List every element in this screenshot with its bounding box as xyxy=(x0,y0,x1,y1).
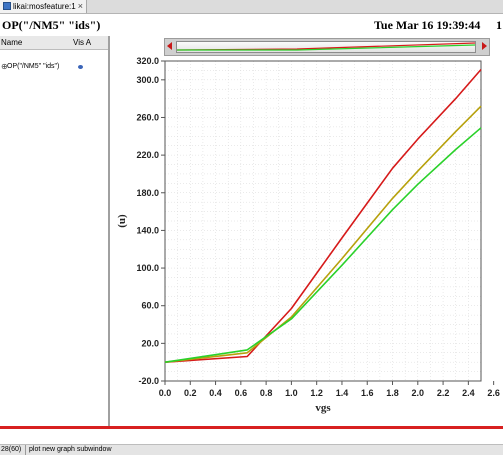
expand-icon[interactable]: ⊕ xyxy=(1,62,8,71)
x-tick-label: 0.0 xyxy=(159,388,172,398)
status-bar: 28(60) plot new graph subwindow xyxy=(0,444,503,455)
trace-list-panel: Name Vis A ⊕ OP("/NM5" "ids") xyxy=(0,36,110,426)
graph-header: OP("/NM5" "ids") Tue Mar 16 19:39:44 1 xyxy=(0,14,503,36)
series-line xyxy=(164,68,482,363)
series-line xyxy=(164,127,482,363)
axes xyxy=(161,60,495,385)
scroll-left-arrow-icon[interactable] xyxy=(167,42,172,50)
column-header-visibility[interactable]: Vis A xyxy=(73,38,92,47)
series-line xyxy=(164,105,482,363)
status-message: plot new graph subwindow xyxy=(29,446,112,453)
close-icon[interactable]: × xyxy=(77,1,83,11)
x-tick-label: 1.2 xyxy=(310,388,323,398)
y-tick-label: 20.0 xyxy=(141,338,159,348)
overview-trace-preview xyxy=(177,42,475,51)
y-tick-label: 60.0 xyxy=(141,301,159,311)
scroll-right-arrow-icon[interactable] xyxy=(482,42,487,50)
x-tick-label: 2.4 xyxy=(462,388,475,398)
y-axis-title: (u) xyxy=(116,214,128,228)
plot-frame xyxy=(164,60,482,382)
zoom-thumb[interactable] xyxy=(176,41,476,53)
series-layer xyxy=(164,68,482,363)
x-tick-label: 1.4 xyxy=(336,388,349,398)
x-tick-label: 0.4 xyxy=(209,388,222,398)
plot-title: OP("/NM5" "ids") xyxy=(2,18,101,32)
x-axis-title: vgs xyxy=(315,402,331,414)
timestamp: Tue Mar 16 19:39:44 xyxy=(374,18,481,32)
trace-label: OP("/NM5" "ids") xyxy=(7,63,60,70)
trace-row[interactable]: ⊕ OP("/NM5" "ids") xyxy=(0,61,108,73)
y-tick-label: 220.0 xyxy=(136,150,159,160)
x-tick-label: 1.6 xyxy=(361,388,374,398)
tab-bar: likai:mosfeature:1 × xyxy=(0,0,503,14)
x-tick-label: 2.6 xyxy=(487,388,500,398)
x-tick-label: 0.2 xyxy=(184,388,197,398)
status-counter: 28(60) xyxy=(1,446,22,453)
tick-labels: -20.0 20.0 60.0 100.0 140.0 180.0 220.0 260.0 30… xyxy=(116,56,500,414)
x-tick-label: 0.6 xyxy=(235,388,248,398)
visibility-eye-icon[interactable] xyxy=(78,65,83,69)
tab-likai-mosfeature[interactable]: likai:mosfeature:1 × xyxy=(0,0,87,13)
column-header-name[interactable]: Name xyxy=(1,38,23,47)
y-tick-label: 180.0 xyxy=(136,188,159,198)
zoom-scroll-strip[interactable] xyxy=(164,38,490,56)
x-tick-label: 1.8 xyxy=(386,388,399,398)
x-tick-label: 0.8 xyxy=(260,388,273,398)
y-tick-label: 140.0 xyxy=(136,225,159,235)
tab-label: likai:mosfeature:1 xyxy=(13,2,76,11)
y-tick-label: 260.0 xyxy=(136,112,159,122)
x-tick-label: 1.0 xyxy=(285,388,298,398)
line-chart: -20.0 20.0 60.0 100.0 140.0 180.0 220.0 260.0 30… xyxy=(116,56,500,414)
x-tick-label: 2.2 xyxy=(437,388,450,398)
status-area: 28(60) plot new graph subwindow xyxy=(0,426,503,455)
subwindow-divider xyxy=(0,426,503,429)
trace-list-header: Name Vis A xyxy=(0,36,108,50)
grid xyxy=(164,60,482,382)
edge-label: 1 xyxy=(496,18,502,32)
y-tick-label: 100.0 xyxy=(136,263,159,273)
x-tick-label: 2.0 xyxy=(412,388,425,398)
overview-series-line xyxy=(177,44,475,51)
y-tick-label: -20.0 xyxy=(138,376,159,386)
window-icon xyxy=(3,2,11,10)
status-separator xyxy=(25,445,26,455)
y-tick-label: 300.0 xyxy=(136,75,159,85)
y-tick-label: 320.0 xyxy=(136,56,159,66)
